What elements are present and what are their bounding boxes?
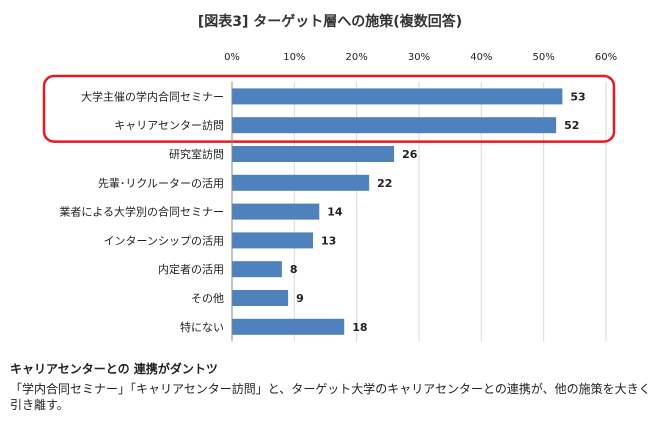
bar — [232, 232, 314, 249]
x-tick-label: 0% — [224, 52, 240, 63]
bar — [232, 88, 563, 105]
bar — [232, 117, 557, 134]
bar-series — [232, 88, 563, 335]
category-labels: 大学主催の学内合同セミナーキャリアセンター訪問研究室訪問先輩･リクルーターの活用… — [59, 89, 224, 333]
x-tick-label: 30% — [408, 52, 430, 63]
x-tick-label: 40% — [470, 52, 492, 63]
bar — [232, 318, 345, 335]
data-label: 26 — [402, 148, 418, 161]
data-label: 53 — [570, 90, 585, 103]
category-label: キャリアセンター訪問 — [114, 118, 224, 132]
data-label: 22 — [377, 177, 392, 190]
category-label: 特にない — [180, 320, 224, 334]
data-label: 13 — [321, 234, 336, 247]
highlight-box — [42, 74, 616, 143]
x-tick-label: 20% — [346, 52, 368, 63]
data-label: 52 — [564, 119, 579, 132]
category-label: 業者による大学別の合同セミナー — [59, 205, 224, 219]
x-tick-label: 60% — [595, 52, 617, 63]
caption-heading: キャリアセンターとの 連携がダントツ — [10, 362, 218, 376]
bar — [232, 290, 289, 306]
data-label: 18 — [352, 321, 367, 334]
category-label: その他 — [191, 292, 224, 305]
category-label: 内定者の活用 — [158, 262, 224, 276]
bar — [232, 174, 370, 191]
category-label: インターンシップの活用 — [104, 234, 224, 247]
category-label: 大学主催の学内合同セミナー — [81, 89, 224, 103]
x-tick-label: 10% — [283, 52, 305, 63]
x-axis-ticks: 0% 10% 20% 30% 40% 50% 60% — [224, 52, 617, 63]
chart: [図表3] ターゲット層への施策(複数回答) 0% 10% 20% 30% 40% 50%… — [42, 13, 617, 342]
caption: キャリアセンターとの 連携がダントツ 「学内合同セミナー」「キャリアセンター訪問… — [10, 360, 660, 413]
data-label: 9 — [296, 292, 304, 305]
data-labels: 53 52 26 22 14 13 8 9 18 — [290, 90, 586, 333]
category-label: 研究室訪問 — [169, 147, 224, 161]
chart-title: [図表3] ターゲット層への施策(複数回答) — [198, 13, 462, 30]
category-label: 先輩･リクルーターの活用 — [98, 176, 224, 190]
bar — [232, 146, 395, 162]
bar — [232, 203, 320, 220]
data-label: 14 — [327, 206, 343, 219]
caption-body: 「学内合同セミナー」「キャリアセンター訪問」と、ターゲット大学のキャリアセンター… — [10, 382, 651, 412]
x-tick-label: 50% — [533, 52, 555, 63]
bar — [232, 261, 282, 278]
data-label: 8 — [290, 263, 298, 276]
